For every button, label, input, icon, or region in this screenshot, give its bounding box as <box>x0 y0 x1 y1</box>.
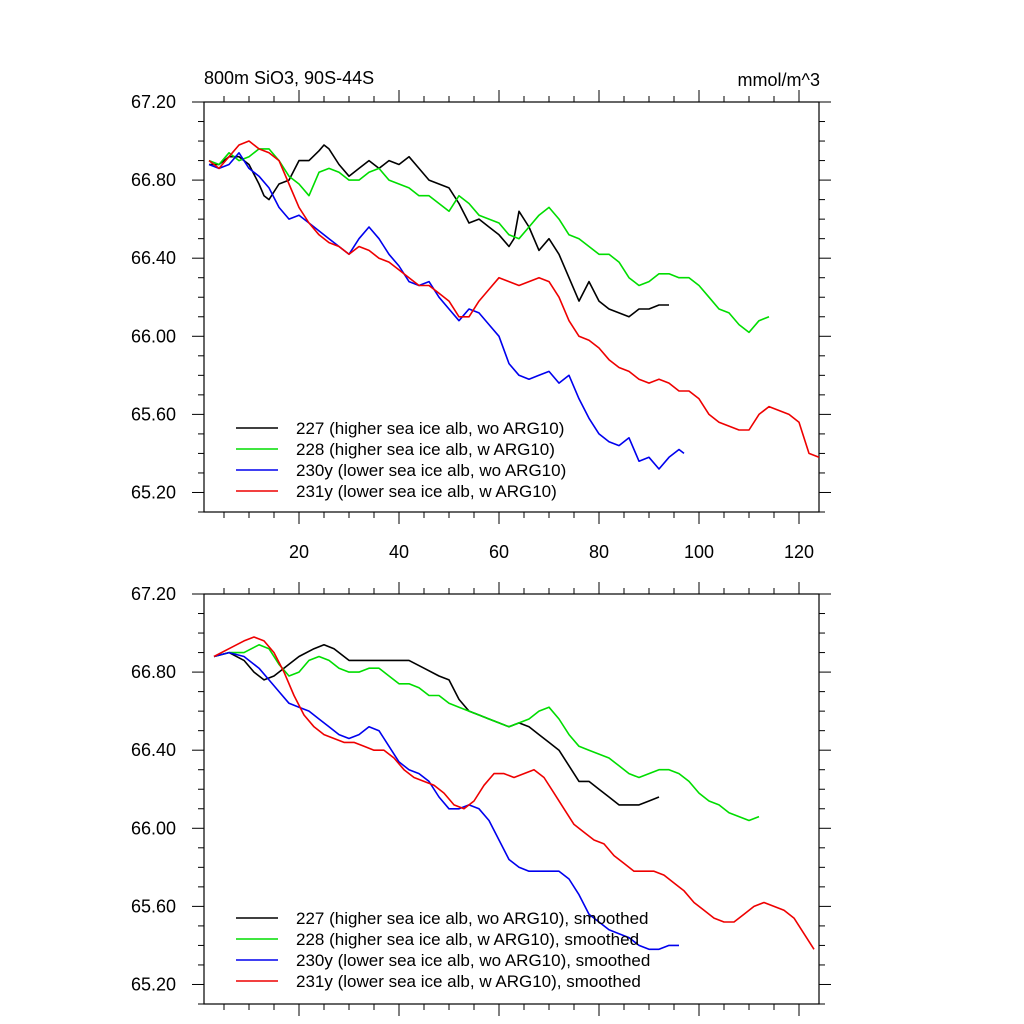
bottom-legend-label-1: 228 (higher sea ice alb, w ARG10), smoot… <box>296 930 639 949</box>
top-ticks: 65.20 65.60 66.00 66.40 66.80 67.20 20 40 60 80 10… <box>131 90 831 562</box>
top-legend-label-1: 228 (higher sea ice alb, w ARG10) <box>296 440 555 459</box>
bottom-ytick-label: 65.60 <box>131 896 176 916</box>
top-xtick-label: 40 <box>389 542 409 562</box>
top-legend-label-0: 227 (higher sea ice alb, wo ARG10) <box>296 419 564 438</box>
top-series-line-2 <box>208 152 685 470</box>
bottom-ytick-label: 66.40 <box>131 740 176 760</box>
bottom-ytick-label: 66.00 <box>131 818 176 838</box>
bottom-ytick-label: 66.80 <box>131 662 176 682</box>
bottom-panel: 65.20 65.60 66.00 66.40 66.80 67.20 227 (high… <box>131 582 831 1016</box>
bottom-lines <box>213 636 815 951</box>
bottom-ytick-label: 65.20 <box>131 974 176 994</box>
top-ytick-label: 66.00 <box>131 326 176 346</box>
bottom-series-line-0 <box>213 644 660 806</box>
top-plot-frame <box>203 101 820 513</box>
top-panel: 800m SiO3, 90S-44S mmol/m^3 65.20 65.60 66… <box>131 68 831 562</box>
top-lines <box>208 140 820 470</box>
bottom-series-line-1 <box>213 644 760 822</box>
top-series-line-3 <box>208 140 820 459</box>
bottom-ticks: 65.20 65.60 66.00 66.40 66.80 67.20 <box>131 582 831 1016</box>
top-ytick-label: 65.60 <box>131 404 176 424</box>
top-ytick-label: 66.40 <box>131 248 176 268</box>
bottom-legend: 227 (higher sea ice alb, wo ARG10), smoo… <box>236 909 650 991</box>
top-xtick-label: 100 <box>684 542 714 562</box>
bottom-ytick-label: 67.20 <box>131 584 176 604</box>
top-xtick-label: 80 <box>589 542 609 562</box>
top-series-line-1 <box>208 148 770 334</box>
bottom-legend-label-0: 227 (higher sea ice alb, wo ARG10), smoo… <box>296 909 648 928</box>
top-series-line-0 <box>209 144 669 318</box>
top-xtick-label: 60 <box>489 542 509 562</box>
bottom-series-line-3 <box>213 636 815 950</box>
top-ytick-label: 67.20 <box>131 92 176 112</box>
top-chart-title: 800m SiO3, 90S-44S <box>204 68 374 88</box>
top-legend-label-3: 231y (lower sea ice alb, w ARG10) <box>296 482 557 501</box>
bottom-legend-label-3: 231y (lower sea ice alb, w ARG10), smoot… <box>296 972 641 991</box>
bottom-series-line-2 <box>213 651 679 951</box>
top-xtick-label: 120 <box>784 542 814 562</box>
top-xtick-label: 20 <box>289 542 309 562</box>
top-chart-units: mmol/m^3 <box>738 70 820 90</box>
bottom-legend-label-2: 230y (lower sea ice alb, wo ARG10), smoo… <box>296 951 650 970</box>
top-ytick-label: 65.20 <box>131 482 176 502</box>
bottom-plot-frame <box>203 593 820 1005</box>
top-legend: 227 (higher sea ice alb, wo ARG10) 228 (h… <box>236 419 566 501</box>
top-ytick-label: 66.80 <box>131 170 176 190</box>
top-legend-label-2: 230y (lower sea ice alb, wo ARG10) <box>296 461 566 480</box>
